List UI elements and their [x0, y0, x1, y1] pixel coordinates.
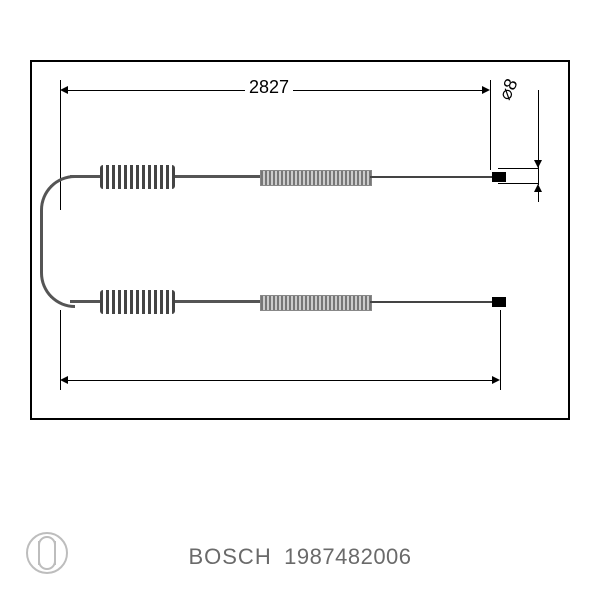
cable-bottom-boot — [100, 290, 175, 314]
brand-label: BOSCH — [188, 544, 271, 569]
dia-arrow-bot — [538, 192, 539, 202]
footer: BOSCH 1987482006 — [0, 544, 600, 570]
cable-bottom-sleeve — [260, 295, 372, 311]
part-number: 1987482006 — [284, 544, 411, 569]
drawing-frame — [30, 60, 570, 420]
ext-line-right — [490, 80, 491, 170]
cable-top-end-fitting — [492, 172, 506, 182]
dia-arrow-top — [538, 150, 539, 160]
bottom-dimension-line — [68, 380, 492, 381]
cable-top-sleeve — [260, 170, 372, 186]
dia-ext-vert — [538, 90, 539, 185]
dia-leader-top — [498, 168, 538, 169]
cable-top-boot — [100, 165, 175, 189]
length-dimension-value: 2827 — [245, 77, 293, 98]
dia-leader-bot — [498, 183, 538, 184]
cable-top-inner — [370, 176, 495, 178]
bottom-ext-right — [500, 310, 501, 390]
cable-u-bend — [40, 175, 75, 308]
cable-bottom-inner — [370, 301, 495, 303]
cable-bottom-end-fitting — [492, 297, 506, 307]
